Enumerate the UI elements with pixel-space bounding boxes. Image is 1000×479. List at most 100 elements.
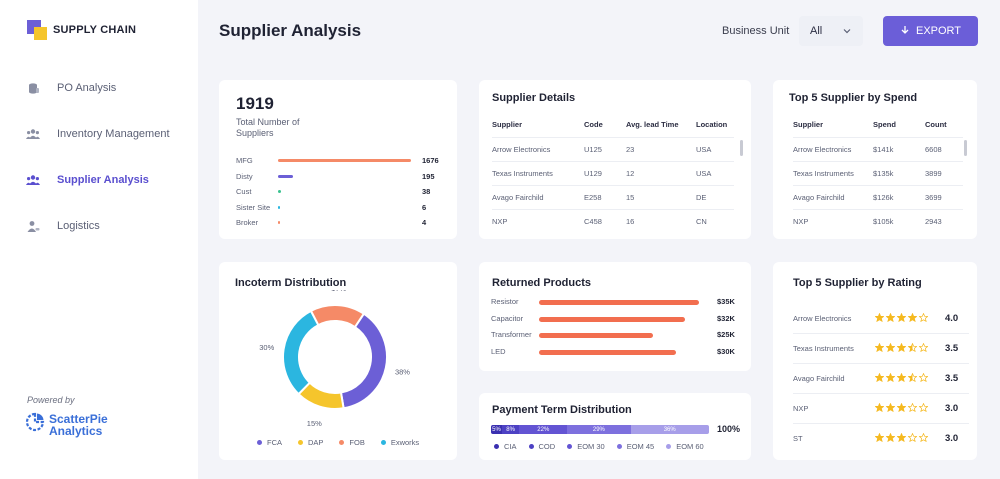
payment-term-segment[interactable]: 29% [567, 425, 631, 434]
table-cell: C458 [584, 208, 626, 233]
table-cell: 3899 [925, 160, 963, 185]
star-icon [886, 343, 895, 352]
supplier-type-label: MFG [236, 156, 253, 165]
legend-label: EOM 60 [676, 442, 704, 451]
table-cell: NXP [793, 208, 873, 233]
download-arrow-icon [900, 25, 910, 38]
legend-dot [666, 444, 672, 449]
rating-row[interactable]: ST 3.0 [793, 424, 969, 454]
returned-product-value: $30K [717, 346, 735, 356]
legend-item[interactable]: FCA [257, 438, 282, 447]
supplier-type-row: Cust 38 [236, 187, 446, 199]
sidebar-item-label: Inventory Management [57, 128, 170, 140]
column-header: Supplier [793, 120, 824, 130]
payment-term-segment[interactable]: 8% [501, 425, 520, 434]
table-row[interactable]: Avago Fairchild $126k 3699 [793, 184, 963, 209]
legend-item[interactable]: CIA [494, 442, 517, 451]
brand-logo[interactable]: ScatterPie Analytics [25, 412, 108, 437]
table-row[interactable]: Arrow Electronics $141k 6608 [793, 136, 963, 161]
top-rating-title: Top 5 Supplier by Rating [793, 277, 922, 289]
returned-product-bar[interactable] [539, 349, 677, 355]
donut-slice-label: 15% [307, 419, 322, 428]
legend-item[interactable]: EOM 60 [666, 442, 704, 451]
top-spend-title: Top 5 Supplier by Spend [789, 92, 918, 104]
supplier-type-row: Broker 4 [236, 218, 446, 230]
app-logo[interactable]: SUPPLY CHAIN [27, 20, 136, 40]
donut-slice-fob[interactable] [309, 304, 366, 329]
legend-label: EOM 30 [577, 442, 605, 451]
payment-term-segment[interactable]: 36% [630, 425, 709, 434]
legend-label: FCA [267, 438, 282, 447]
donut-slice-fca[interactable] [339, 312, 388, 410]
returned-product-bar[interactable] [539, 316, 686, 322]
legend-label: FOB [349, 438, 365, 447]
table-cell: Arrow Electronics [793, 136, 873, 161]
payment-term-segment[interactable]: 5% [491, 425, 502, 434]
legend-dot [494, 444, 499, 449]
table-row[interactable]: Texas Instruments $135k 3899 [793, 160, 963, 185]
sidebar-item-label: Supplier Analysis [57, 174, 149, 186]
star-icon [897, 343, 906, 352]
supplier-type-bar [278, 159, 411, 162]
star-icon [897, 373, 906, 382]
sidebar-item-supplier-analysis[interactable]: Supplier Analysis [0, 157, 198, 203]
legend-label: CIA [504, 442, 517, 451]
returned-product-bar[interactable] [539, 300, 699, 305]
table-row[interactable]: Texas Instruments U129 12 USA [492, 160, 734, 185]
table-row[interactable]: Arrow Electronics U125 23 USA [492, 136, 734, 161]
supplier-type-value: 6 [422, 202, 427, 212]
rating-row[interactable]: Arrow Electronics 4.0 [793, 304, 969, 334]
returned-product-row: LED $30K [491, 347, 737, 359]
supplier-type-value: 195 [422, 171, 435, 181]
table-row[interactable]: NXP $105k 2943 [793, 208, 963, 233]
legend-dot [567, 444, 573, 449]
table-cell: Arrow Electronics [492, 136, 584, 161]
business-unit-value: All [810, 25, 823, 37]
sidebar-item-po-analysis[interactable]: PO Analysis [0, 65, 198, 111]
export-button[interactable]: EXPORT [883, 16, 978, 46]
star-icon [875, 373, 884, 382]
scrollbar[interactable] [740, 140, 743, 156]
business-unit-label: Business Unit [722, 25, 790, 37]
sidebar-item-inventory-management[interactable]: Inventory Management [0, 111, 198, 157]
star-icon [919, 373, 928, 382]
legend-dot [339, 440, 345, 445]
supplier-details-title: Supplier Details [492, 92, 576, 104]
rating-row[interactable]: Avago Fairchild 3.5 [793, 364, 969, 394]
supplier-type-label: Cust [236, 187, 252, 196]
legend-item[interactable]: EOM 30 [567, 442, 605, 451]
legend-item[interactable]: FOB [339, 438, 365, 447]
business-unit-select[interactable]: All [799, 16, 863, 46]
donut-slice-label: 17% [331, 290, 346, 293]
returned-product-value: $35K [717, 297, 735, 306]
table-cell: Texas Instruments [492, 160, 584, 185]
sidebar: SUPPLY CHAIN PO Analysis Inventory Manag… [0, 0, 198, 479]
sidebar-item-logistics[interactable]: Logistics [0, 203, 198, 249]
legend-dot [380, 440, 386, 445]
table-cell: E258 [584, 184, 626, 209]
star-icon [908, 403, 917, 412]
logo-icon [27, 20, 47, 40]
payment-term-title: Payment Term Distribution [492, 404, 632, 416]
table-cell: $105k [873, 208, 925, 233]
star-rating [875, 343, 930, 352]
supplier-type-label: Sister Site [236, 202, 271, 212]
table-cell: 23 [626, 136, 696, 161]
group-icon [26, 173, 40, 187]
scrollbar[interactable] [964, 140, 967, 156]
table-row[interactable]: NXP C458 16 CN [492, 208, 734, 233]
payment-term-segment[interactable]: 22% [519, 425, 568, 434]
legend-item[interactable]: EOM 45 [616, 442, 654, 451]
rating-row[interactable]: NXP 3.0 [793, 394, 969, 424]
legend-item[interactable]: DAP [298, 438, 323, 447]
returned-product-bar[interactable] [539, 333, 654, 338]
legend-item[interactable]: COD [528, 442, 555, 451]
person-handshake-icon [26, 219, 40, 233]
rating-row[interactable]: Texas Instruments 3.5 [793, 334, 969, 364]
table-cell: 15 [626, 184, 696, 209]
legend-item[interactable]: Exworks [380, 438, 419, 447]
star-icon [908, 313, 917, 322]
table-row[interactable]: Avago Fairchild E258 15 DE [492, 184, 734, 209]
incoterm-legend: FCA DAP FOB Exworks [257, 438, 435, 447]
donut-slice-exworks[interactable] [282, 309, 320, 396]
